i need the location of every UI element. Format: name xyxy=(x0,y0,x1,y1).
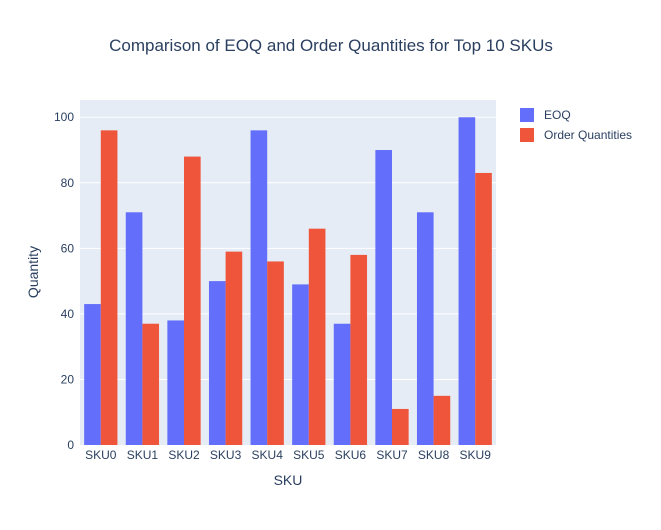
legend[interactable]: EOQ Order Quantities xyxy=(520,108,632,142)
legend-swatch xyxy=(520,128,534,142)
x-tick-label: SKU2 xyxy=(168,448,200,462)
y-axis-ticks: 0 20 40 60 80 100 xyxy=(54,110,74,452)
bars xyxy=(84,117,492,445)
bar-eoq-sku6[interactable] xyxy=(333,323,351,445)
x-tick-label: SKU7 xyxy=(376,448,408,462)
x-tick-label: SKU5 xyxy=(293,448,325,462)
x-tick-label: SKU3 xyxy=(210,448,242,462)
x-tick-label: SKU6 xyxy=(335,448,367,462)
y-tick-label: 80 xyxy=(61,176,75,190)
chart-title: Comparison of EOQ and Order Quantities f… xyxy=(109,36,553,55)
y-tick-label: 20 xyxy=(61,372,75,386)
legend-swatch xyxy=(520,108,534,122)
bar-order-quantities-sku8[interactable] xyxy=(433,395,451,445)
legend-label: EOQ xyxy=(544,108,571,122)
bar-eoq-sku8[interactable] xyxy=(416,212,434,445)
y-tick-label: 0 xyxy=(67,438,74,452)
bar-order-quantities-sku5[interactable] xyxy=(308,228,326,445)
bar-eoq-sku2[interactable] xyxy=(167,320,184,445)
x-tick-label: SKU9 xyxy=(460,448,492,462)
bar-eoq-sku7[interactable] xyxy=(375,150,392,445)
bar-order-quantities-sku2[interactable] xyxy=(184,156,201,445)
x-axis-ticks: SKU0 SKU1 SKU2 SKU3 SKU4 SKU5 SKU6 SKU7 SKU8 SKU9 xyxy=(85,448,491,462)
x-axis-title: SKU xyxy=(274,472,303,488)
x-tick-label: SKU4 xyxy=(252,448,284,462)
legend-item-eoq[interactable]: EOQ xyxy=(520,108,571,122)
bar-eoq-sku1[interactable] xyxy=(125,212,143,445)
y-tick-label: 100 xyxy=(54,110,74,124)
x-tick-label: SKU0 xyxy=(85,448,117,462)
bar-order-quantities-sku9[interactable] xyxy=(475,172,492,445)
bar-order-quantities-sku1[interactable] xyxy=(142,323,160,445)
bar-order-quantities-sku7[interactable] xyxy=(392,408,409,445)
bar-order-quantities-sku0[interactable] xyxy=(100,130,118,445)
bar-eoq-sku9[interactable] xyxy=(458,117,476,445)
bar-eoq-sku3[interactable] xyxy=(208,281,226,445)
y-tick-label: 40 xyxy=(61,307,75,321)
y-axis-title: Quantity xyxy=(25,246,41,298)
legend-label: Order Quantities xyxy=(544,128,632,142)
x-tick-label: SKU1 xyxy=(127,448,159,462)
bar-order-quantities-sku4[interactable] xyxy=(267,261,284,445)
bar-eoq-sku5[interactable] xyxy=(292,284,309,445)
y-tick-label: 60 xyxy=(61,241,75,255)
bar-order-quantities-sku6[interactable] xyxy=(350,254,368,445)
legend-item-order-quantities[interactable]: Order Quantities xyxy=(520,128,632,142)
bar-eoq-sku4[interactable] xyxy=(250,130,268,445)
bar-order-quantities-sku3[interactable] xyxy=(225,251,243,445)
bar-eoq-sku0[interactable] xyxy=(84,304,101,445)
x-tick-label: SKU8 xyxy=(418,448,450,462)
